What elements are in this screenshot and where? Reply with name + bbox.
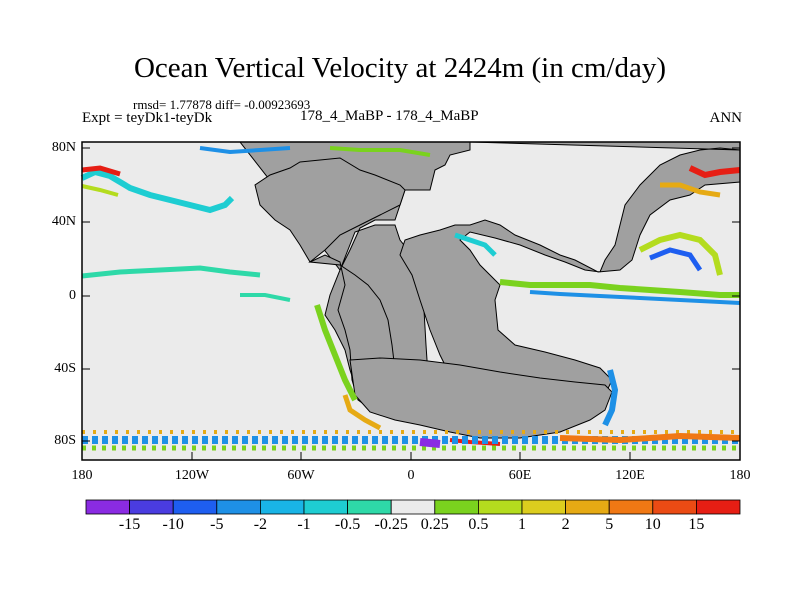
lat-label-80s: 80S xyxy=(54,433,76,448)
lon-label-180w: 180 xyxy=(71,468,93,483)
colorbar-box xyxy=(652,499,697,515)
lon-label-180e: 180 xyxy=(729,468,751,483)
colorbar-box xyxy=(390,499,436,515)
colorbar-label: 0.5 xyxy=(468,516,489,533)
colorbar-label: -2 xyxy=(253,516,268,533)
stats-text: rmsd= 1.77878 diff= -0.00923693 xyxy=(133,97,311,112)
anomaly-contours xyxy=(80,146,741,446)
colorbar-box xyxy=(259,499,305,515)
colorbar-label: 2 xyxy=(561,516,570,533)
season-label: ANN xyxy=(709,110,743,126)
colorbar-box xyxy=(696,499,741,515)
lat-label-40s: 40S xyxy=(54,361,76,376)
colorbar-box xyxy=(565,499,610,515)
colorbar-box xyxy=(608,499,654,515)
colorbar-label: -10 xyxy=(162,516,184,533)
experiment-text: Expt = teyDk1-teyDk xyxy=(82,110,213,126)
colorbar-box xyxy=(434,499,479,515)
lon-label-60e: 60E xyxy=(508,468,532,483)
colorbar-label: 5 xyxy=(605,516,614,533)
lon-label-0: 0 xyxy=(407,468,415,483)
colorbar-label: -0.5 xyxy=(334,516,361,533)
lat-label-eq: 0 xyxy=(69,288,76,303)
colorbar-label: -5 xyxy=(210,516,224,533)
lon-label-120w: 120W xyxy=(174,468,210,483)
southern-anomaly-band xyxy=(82,430,741,451)
colorbar-label: -1 xyxy=(297,516,311,533)
plot-title: Ocean Vertical Velocity at 2424m (in cm/… xyxy=(133,52,667,84)
colorbar-label: 15 xyxy=(688,516,705,533)
colorbar-box xyxy=(172,499,218,515)
colorbar-label: 10 xyxy=(644,516,661,533)
colorbar-label: -15 xyxy=(118,516,141,533)
axis-ticks xyxy=(81,147,741,460)
lat-label-80n: 80N xyxy=(51,140,76,155)
colorbar-box xyxy=(477,499,523,515)
colorbar xyxy=(85,499,741,515)
lon-label-60w: 60W xyxy=(287,468,315,483)
colorbar-box xyxy=(347,499,392,515)
colorbar-box xyxy=(85,499,130,515)
colorbar-label: 1 xyxy=(518,516,526,533)
case-text: 178_4_MaBP - 178_4_MaBP xyxy=(300,108,479,124)
colorbar-box xyxy=(303,499,348,515)
colorbar-label: 0.25 xyxy=(420,516,449,533)
lon-label-120e: 120E xyxy=(615,468,645,483)
colorbar-box xyxy=(129,499,174,515)
lat-label-40n: 40N xyxy=(51,214,76,229)
landmass-north-america xyxy=(254,157,406,263)
colorbar-box xyxy=(521,499,566,515)
landmass-south-block xyxy=(349,357,613,439)
colorbar-box xyxy=(216,499,261,515)
colorbar-label: -0.25 xyxy=(374,516,408,533)
